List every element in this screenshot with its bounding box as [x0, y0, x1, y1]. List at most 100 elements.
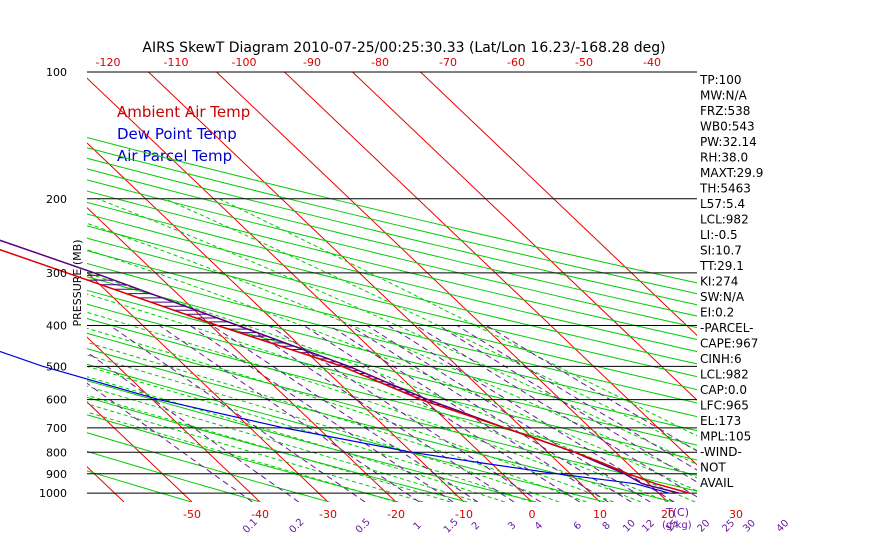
dry-adiabat — [87, 363, 606, 502]
dry-adiabat — [87, 190, 697, 340]
mixing-ratio-label: 12 — [640, 518, 657, 535]
mixing-ratio-line — [415, 325, 697, 498]
moist-adiabat — [87, 365, 533, 502]
moist-adiabat — [87, 354, 560, 502]
pressure-tick-label: 800 — [46, 446, 67, 459]
dry-adiabat — [87, 237, 697, 391]
top-temp-tick-label: -120 — [96, 56, 121, 69]
mixing-ratio-label: 20 — [696, 518, 713, 535]
dry-adiabat — [87, 168, 697, 317]
mixing-ratio-line — [387, 325, 675, 502]
index-item: L57:5.4 — [700, 197, 745, 211]
index-item: CINH:6 — [700, 352, 742, 366]
index-item: LFC:965 — [700, 399, 749, 413]
isotherm — [216, 72, 669, 502]
index-item: -PARCEL- — [700, 321, 754, 335]
mixing-ratio-label: 1 — [412, 520, 424, 532]
dry-adiabat — [87, 396, 468, 502]
legend-parcel: Air Parcel Temp — [117, 147, 232, 165]
legend-ambient: Ambient Air Temp — [117, 103, 250, 121]
mixing-ratio-label: 2 — [470, 520, 482, 532]
index-item: SI:10.7 — [700, 244, 742, 258]
dry-adiabat — [87, 303, 697, 461]
mixing-ratio-line — [189, 325, 454, 502]
mixing-ratio-label: 0.5 — [354, 517, 373, 536]
y-axis-label: PRESSURE (MB) — [71, 240, 84, 327]
series-dewpoint — [0, 350, 669, 494]
pressure-tick-label: 100 — [46, 66, 67, 79]
mixing-ratio-line — [211, 325, 479, 502]
index-item: TP:100 — [699, 73, 742, 87]
dry-adiabat — [87, 250, 697, 404]
moist-adiabat — [87, 403, 424, 502]
index-item: MAXT:29.9 — [700, 166, 763, 180]
pressure-tick-label: 200 — [46, 193, 67, 206]
mixing-ratio-label: 3 — [506, 520, 518, 532]
index-item: CAPE:967 — [700, 337, 758, 351]
top-temp-tick-label: -90 — [303, 56, 321, 69]
bottom-temp-tick-label: 0 — [529, 508, 536, 521]
bottom-temp-tick-label: -40 — [251, 508, 269, 521]
top-temp-tick-label: -110 — [164, 56, 189, 69]
pressure-tick-label: 900 — [46, 468, 67, 481]
mixing-ratio-line — [438, 325, 697, 483]
dry-adiabat — [87, 450, 261, 502]
top-temp-tick-label: -100 — [232, 56, 257, 69]
index-item: LCL:982 — [700, 213, 749, 227]
mixing-ratio-line — [456, 325, 697, 471]
mixing-ratio-line — [244, 325, 515, 502]
isotherm — [87, 77, 533, 502]
pressure-tick-label: 1000 — [39, 487, 67, 500]
mixing-ratio-label: 10 — [621, 518, 638, 535]
dry-adiabat — [87, 414, 399, 502]
dry-adiabat — [87, 380, 537, 502]
pressure-tick-label: 300 — [46, 267, 67, 280]
dry-adiabat — [87, 332, 697, 492]
isotherm — [0, 72, 56, 502]
index-item: WB0:543 — [700, 120, 755, 134]
mixing-ratio-label: 6 — [572, 520, 584, 532]
mixing-ratio-line — [87, 351, 300, 502]
moist-adiabat — [87, 222, 697, 479]
index-item: EI:0.2 — [700, 306, 734, 320]
mixing-ratio-line — [486, 325, 697, 452]
mixing-ratio-line — [366, 325, 651, 502]
pressure-tick-label: 700 — [46, 422, 67, 435]
index-item: LCL:982 — [700, 368, 749, 382]
moist-adiabat — [164, 198, 697, 451]
moist-adiabat — [87, 394, 451, 502]
top-temp-tick-label: -40 — [643, 56, 661, 69]
moist-adiabat — [87, 341, 587, 502]
dry-adiabat — [87, 147, 697, 295]
isotherm — [420, 72, 697, 337]
moist-adiabat — [87, 311, 641, 502]
mixing-ratio-label: 8 — [601, 520, 613, 532]
mixing-ratio-label: 30 — [741, 518, 758, 535]
bottom-temp-tick-label: -10 — [455, 508, 473, 521]
index-item: FRZ:538 — [700, 104, 750, 118]
pressure-tick-label: 600 — [46, 394, 67, 407]
index-item: RH:38.0 — [700, 151, 748, 165]
mixing-ratio-label: 40 — [775, 518, 792, 535]
dry-adiabat — [87, 263, 697, 418]
dry-adiabat — [87, 225, 697, 378]
bottom-temp-tick-label: 20 — [661, 508, 675, 521]
dry-adiabat — [87, 213, 697, 365]
index-item: LI:-0.5 — [700, 228, 738, 242]
mixing-ratio-label: 0.2 — [288, 517, 307, 536]
index-item: EL:173 — [700, 414, 741, 428]
dry-adiabat — [87, 137, 697, 284]
isotherm — [87, 401, 193, 502]
dry-adiabat — [87, 157, 697, 306]
index-item: PW:32.14 — [700, 135, 757, 149]
bottom-temp-tick-label: -50 — [183, 508, 201, 521]
legend: Ambient Air Temp Dew Point Temp Air Parc… — [117, 103, 250, 165]
index-item: MW:N/A — [700, 89, 748, 103]
plot-area — [0, 72, 697, 502]
isotherm — [87, 207, 397, 502]
mixing-ratio-line — [109, 325, 366, 502]
chart-title: AIRS SkewT Diagram 2010-07-25/00:25:30.3… — [142, 40, 665, 56]
isotherm — [284, 72, 697, 466]
index-item: TH:5463 — [699, 182, 751, 196]
